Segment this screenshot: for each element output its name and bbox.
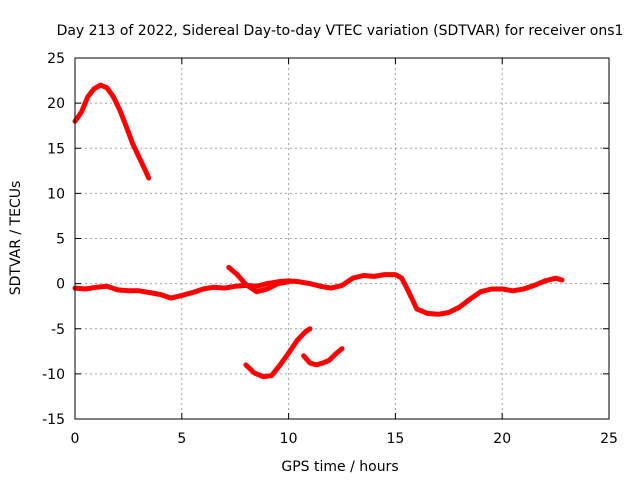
x-tick-label: 15 [386,431,404,447]
y-tick-label: 15 [47,141,65,157]
series-line-segment-5 [301,346,345,368]
chart-title: Day 213 of 2022, Sidereal Day-to-day VTE… [57,23,624,39]
y-tick-label: 0 [56,277,65,293]
plot-frame [74,57,610,420]
y-tick-label: 20 [47,96,65,112]
series-line-segment-4 [243,326,313,380]
grid-lines [75,58,609,419]
x-tick-labels: 0 5 10 15 20 25 [71,431,618,447]
series-line-segment-1 [72,82,152,181]
x-tick-label: 0 [71,431,80,447]
y-tick-label: -15 [42,412,65,428]
y-axis-label: SDTVAR / TECUs [8,181,24,296]
series-line-segment-3 [226,264,292,295]
data-series [72,82,565,380]
x-axis-label: GPS time / hours [281,459,398,475]
x-tick-label: 25 [600,431,618,447]
y-tick-labels: -15 -10 -5 0 5 10 15 20 25 [42,51,65,428]
series-line-segment-2 [72,272,565,317]
x-tick-label: 20 [493,431,511,447]
x-tick-label: 5 [177,431,186,447]
y-tick-label: -10 [42,367,65,383]
y-tick-label: 25 [47,51,65,67]
y-tick-label: 10 [47,186,65,202]
y-tick-label: -5 [51,322,65,338]
x-tick-label: 10 [280,431,298,447]
y-tick-label: 5 [56,232,65,248]
